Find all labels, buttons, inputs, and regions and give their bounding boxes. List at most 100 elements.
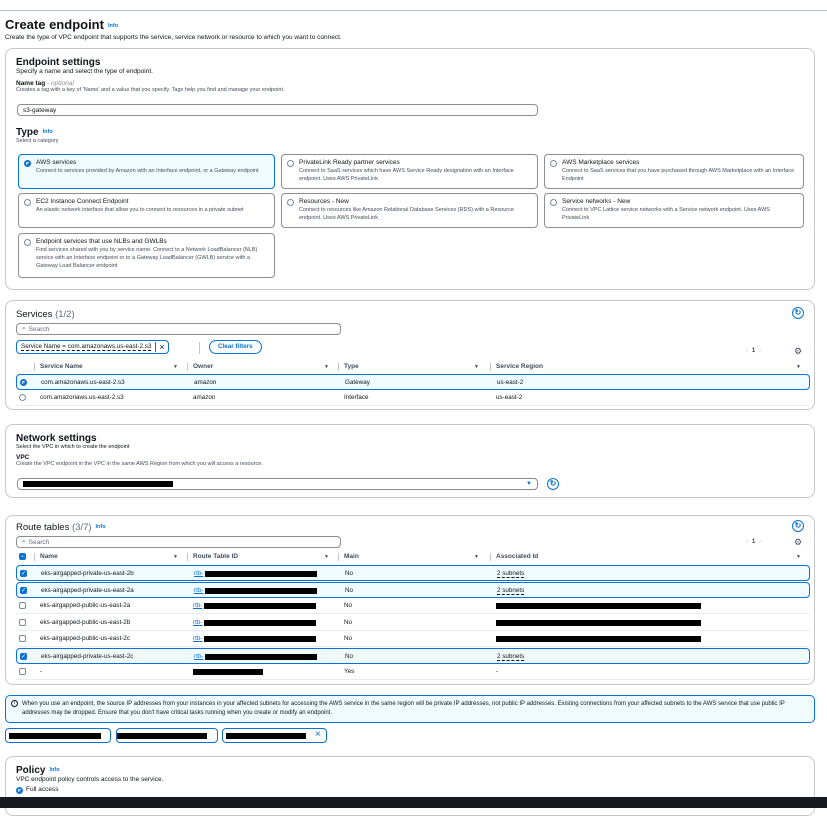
name-tag-desc: Creates a tag with a key of 'Name' and a… (16, 87, 285, 93)
route-table-id-link[interactable]: rtb- (193, 635, 203, 642)
radio-button[interactable] (287, 199, 294, 206)
route-table-id-link[interactable]: rtb- (194, 586, 204, 594)
table-row[interactable]: ✓ eks-airgapped-private-us-east-2c rtb- … (16, 647, 810, 664)
settings-gear-icon[interactable]: ⚙ (794, 346, 803, 356)
top-divider (0, 10, 827, 11)
row-checkbox[interactable]: ✓ (20, 652, 27, 660)
row-checkbox[interactable]: ✓ (20, 586, 27, 594)
table-row[interactable]: ✓ eks-airgapped-private-us-east-2a rtb- … (16, 581, 810, 598)
type-info-link[interactable]: Info (42, 129, 53, 136)
prev-page-icon[interactable]: ‹ (746, 538, 749, 545)
sort-icon[interactable]: ▼ (474, 364, 479, 370)
settings-gear-icon[interactable]: ⚙ (794, 537, 803, 547)
table-row[interactable]: eks-airgapped-public-us-east-2b rtb- No (16, 615, 810, 631)
column-header[interactable]: Service Region (496, 363, 543, 370)
associated-id[interactable]: 2 subnets (497, 652, 525, 661)
type-option[interactable]: Resources - New Connect to resources like… (281, 193, 538, 228)
table-row[interactable]: ✓ eks-airgapped-private-us-east-2b rtb- … (16, 565, 810, 581)
services-search-input[interactable]: ⌕ Search (16, 323, 341, 335)
type-option-desc: Connect to SaaS services which have AWS … (299, 168, 514, 182)
radio-button[interactable] (550, 160, 557, 167)
column-divider (187, 363, 188, 371)
table-row[interactable]: - Yes - (16, 664, 810, 680)
route-table-id-link[interactable]: rtb- (193, 618, 203, 626)
column-header[interactable]: Owner (193, 363, 214, 370)
sort-icon[interactable]: ▼ (324, 364, 329, 370)
column-header[interactable]: Associated Id (496, 553, 539, 560)
radio-button[interactable] (24, 199, 31, 206)
row-checkbox[interactable] (19, 668, 26, 675)
route-table-id-link[interactable]: rtb- (193, 602, 203, 609)
page-number[interactable]: 1 (751, 347, 756, 354)
radio-button[interactable] (24, 239, 31, 246)
subnet-token[interactable] (116, 728, 218, 743)
associated-id[interactable]: 2 subnets (497, 586, 525, 595)
column-header[interactable]: Route Table ID (193, 553, 239, 560)
info-link[interactable]: Info (107, 22, 119, 29)
sort-icon[interactable]: ▼ (796, 554, 801, 560)
sort-icon[interactable]: ▼ (474, 554, 479, 560)
route-search-input[interactable]: ⌕ Search (16, 536, 341, 548)
type-option[interactable]: Service networks - New Connect to VPC Lat… (544, 193, 804, 228)
table-row[interactable]: eks-airgapped-public-us-east-2c rtb- No (16, 631, 810, 647)
sort-icon[interactable]: ▼ (324, 554, 329, 560)
sort-icon[interactable]: ▼ (173, 364, 178, 370)
table-row[interactable]: eks-airgapped-public-us-east-2a rtb- No (16, 598, 810, 614)
redacted-text (9, 733, 101, 739)
type-option[interactable]: AWS Marketplace services Connect to SaaS … (544, 154, 804, 189)
route-tables-count: (3/7) (71, 522, 92, 533)
vpc-select[interactable]: ▼ (17, 478, 538, 490)
radio-button[interactable] (550, 199, 557, 206)
refresh-vpc-icon[interactable]: ↻ (547, 478, 559, 490)
type-option[interactable]: Endpoint services that use NLBs and GWLB… (18, 233, 275, 278)
clear-filters-button[interactable]: Clear filters (209, 340, 262, 354)
name-tag-input[interactable]: s3-gateway (17, 104, 538, 116)
radio-selected[interactable] (16, 787, 23, 794)
route-table-id-link[interactable]: rtb- (194, 570, 204, 577)
type-option-desc: Find services shared with you by service… (36, 247, 258, 269)
radio-button[interactable] (20, 379, 27, 386)
bottom-bar (0, 797, 827, 808)
column-divider (187, 553, 188, 561)
row-checkbox[interactable]: ✓ (20, 570, 27, 577)
optional-label: - optional (45, 80, 74, 87)
type-option[interactable]: AWS services Connect to services provided… (18, 154, 275, 189)
page-number[interactable]: 1 (751, 538, 756, 545)
associated-id[interactable]: 2 subnets (497, 570, 525, 578)
radio-button[interactable] (24, 160, 31, 167)
refresh-routes-icon[interactable]: ↻ (792, 520, 804, 532)
row-checkbox[interactable] (19, 602, 26, 609)
column-header[interactable]: Main (344, 553, 359, 560)
close-icon[interactable]: × (315, 729, 321, 740)
policy-info-link[interactable]: Info (49, 767, 60, 774)
table-row[interactable]: com.amazonaws.us-east-2.s3 amazon Interf… (16, 390, 810, 406)
type-option[interactable]: PrivateLink Ready partner services Connec… (281, 154, 538, 189)
next-page-icon[interactable]: › (759, 347, 762, 354)
column-header[interactable]: Service Name (40, 363, 83, 370)
type: Gateway (345, 379, 370, 386)
column-header[interactable]: Name (40, 553, 58, 560)
subnet-token[interactable]: × (222, 728, 327, 743)
full-access-option[interactable]: Full access (16, 786, 163, 794)
owner: amazon (193, 394, 216, 401)
sort-icon[interactable]: ▼ (796, 364, 801, 370)
row-checkbox[interactable] (19, 618, 26, 626)
refresh-icon[interactable]: ↻ (792, 307, 804, 319)
select-all-checkbox[interactable]: − (19, 553, 26, 560)
radio-button[interactable] (19, 394, 26, 401)
route-table-id-link[interactable]: rtb- (194, 652, 204, 660)
subnet-token[interactable] (5, 728, 111, 743)
sort-icon[interactable]: ▼ (173, 554, 178, 560)
row-checkbox[interactable] (19, 635, 26, 642)
type-option[interactable]: EC2 Instance Connect Endpoint An elastic … (18, 193, 275, 228)
radio-button[interactable] (287, 160, 294, 167)
type-option-desc: Connect to services provided by Amazon w… (36, 168, 259, 174)
prev-page-icon[interactable]: ‹ (746, 347, 749, 354)
column-header[interactable]: Type (344, 363, 359, 370)
next-page-icon[interactable]: › (759, 538, 762, 545)
table-row[interactable]: com.amazonaws.us-east-2.s3 amazon Gatewa… (16, 374, 810, 390)
remove-filter-icon[interactable]: × (155, 342, 167, 352)
route-info-link[interactable]: Info (95, 524, 106, 531)
column-divider (338, 363, 339, 371)
column-divider (34, 363, 35, 371)
